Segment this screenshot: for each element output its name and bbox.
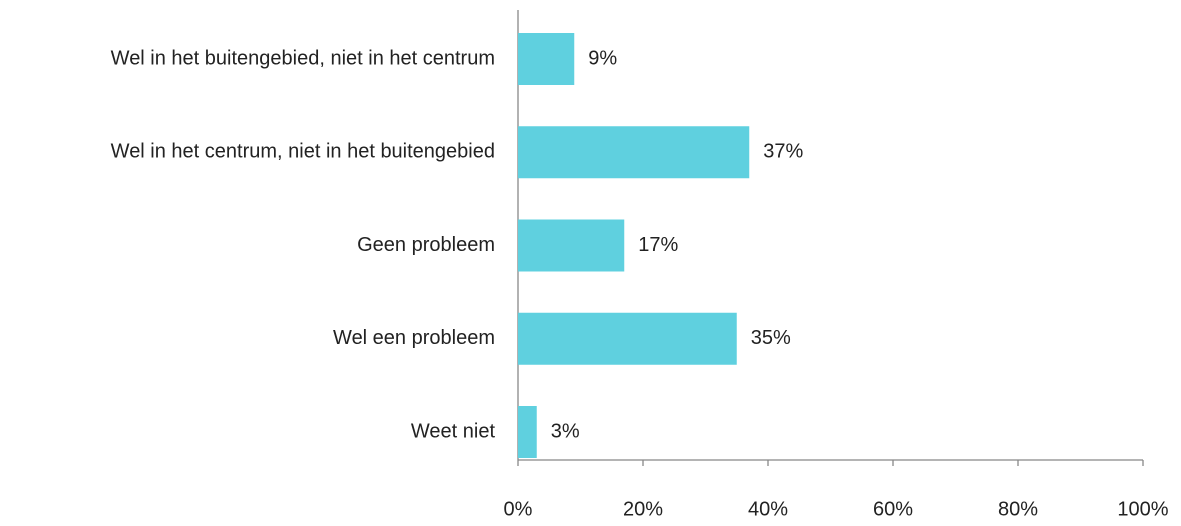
bar	[518, 406, 537, 458]
y-tick-label: Geen probleem	[357, 234, 495, 256]
x-tick-label: 60%	[873, 498, 913, 520]
data-label: 9%	[588, 47, 617, 69]
bar	[518, 33, 575, 85]
data-label: 37%	[763, 141, 803, 163]
x-tick-label: 20%	[623, 498, 663, 520]
y-tick-label: Wel een probleem	[333, 327, 495, 349]
data-label: 35%	[751, 327, 791, 349]
x-tick-label: 40%	[748, 498, 788, 520]
bar	[518, 219, 625, 272]
data-label: 3%	[551, 420, 580, 442]
x-tick-label: 100%	[1117, 498, 1168, 520]
bar	[518, 126, 750, 179]
x-tick-label: 0%	[504, 498, 533, 520]
y-tick-label: Wel in het centrum, niet in het buitenge…	[111, 141, 495, 163]
x-tick-label: 80%	[998, 498, 1038, 520]
y-tick-label: Weet niet	[411, 420, 496, 442]
data-label: 17%	[638, 234, 678, 256]
bar	[518, 312, 737, 365]
y-tick-label: Wel in het buitengebied, niet in het cen…	[111, 47, 495, 69]
